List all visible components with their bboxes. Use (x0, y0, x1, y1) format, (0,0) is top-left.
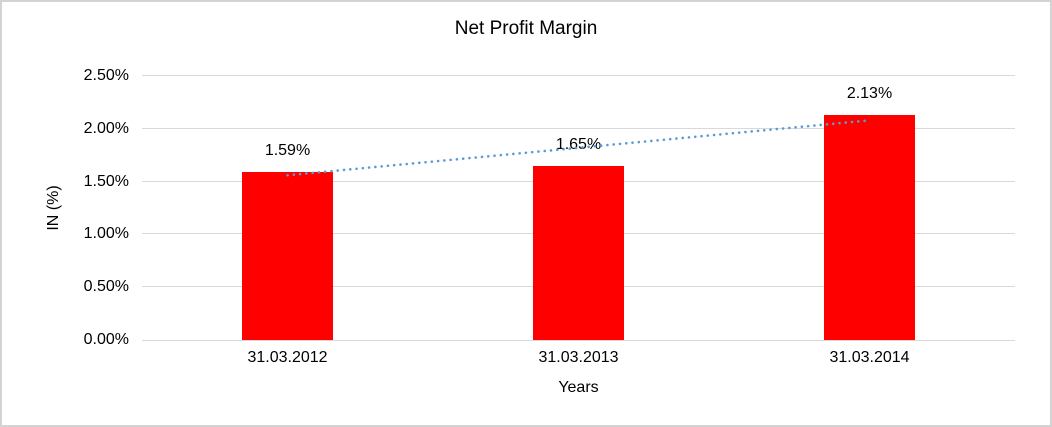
y-axis-tick-label: 0.00% (83, 331, 129, 348)
x-axis-tick-label: 31.03.2013 (538, 349, 619, 366)
plot-area: 1.59% 1.65% 2.13% (142, 75, 1015, 341)
x-axis-tick-label: 31.03.2012 (247, 349, 328, 366)
gridline (142, 75, 1015, 76)
y-axis-tick-label: 1.00% (83, 225, 129, 243)
trendline-line (286, 119, 871, 177)
y-axis-title: IN (%) (45, 185, 62, 231)
bar (533, 165, 624, 340)
bar (824, 115, 915, 340)
trendline (286, 119, 871, 177)
gridline (142, 340, 1015, 341)
bar-data-label: 1.65% (555, 135, 602, 153)
y-axis-tick-label: 2.50% (83, 67, 129, 84)
x-axis-title: Years (558, 379, 599, 396)
bar (242, 172, 333, 340)
bar-data-label: 1.59% (264, 142, 311, 160)
bar-data-label: 2.13% (846, 85, 893, 103)
y-axis-tick-label: 0.50% (83, 278, 129, 296)
chart-title: Net Profit Margin (454, 18, 598, 39)
x-axis-tick-label: 31.03.2014 (829, 349, 910, 366)
gridline (142, 127, 1015, 129)
y-axis-tick-label: 1.50% (83, 172, 129, 190)
y-axis-tick-label: 2.00% (83, 119, 129, 137)
